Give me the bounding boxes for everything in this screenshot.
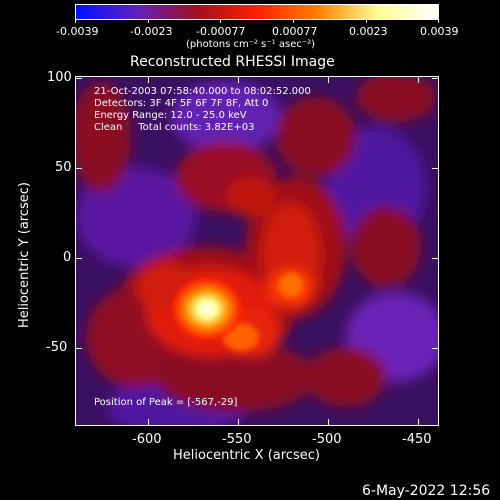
- colorbar-tick-label: 0.0039: [420, 25, 459, 38]
- colorbar-tick-label: -0.0039: [56, 25, 99, 38]
- flare-peak: [169, 275, 245, 343]
- y-tick: [432, 78, 439, 79]
- x-tick: [148, 419, 149, 426]
- colorbar-tick: [220, 19, 221, 23]
- y-tick: [75, 348, 82, 349]
- y-tick: [432, 168, 439, 169]
- info-counts: Clean Total counts: 3.82E+03: [94, 122, 255, 133]
- y-tick: [432, 348, 439, 349]
- x-tick: [148, 76, 149, 83]
- y-tick: [75, 258, 82, 259]
- colorbar-tick-label: -0.00077: [196, 25, 246, 38]
- x-tick-label: -600: [132, 432, 162, 447]
- x-tick: [418, 76, 419, 83]
- x-tick: [418, 419, 419, 426]
- colorbar-tick: [438, 19, 439, 23]
- y-tick-label: 50: [55, 160, 72, 175]
- colorbar-tick: [293, 19, 294, 23]
- x-tick: [238, 419, 239, 426]
- y-axis-label: Heliocentric Y (arcsec): [17, 182, 32, 328]
- x-tick: [328, 419, 329, 426]
- colorbar-tick-label: -0.0023: [130, 25, 173, 38]
- info-detectors: Detectors: 3F 4F 5F 6F 7F 8F, Att 0: [94, 98, 269, 109]
- plot-title: Reconstructed RHESSI Image: [130, 54, 335, 70]
- x-tick: [238, 76, 239, 83]
- y-tick: [75, 168, 82, 169]
- colorbar-unit-label: (photons cm⁻² s⁻¹ asec⁻²): [186, 39, 316, 50]
- colorbar-tick-label: 0.0023: [349, 25, 388, 38]
- x-tick-label: -500: [312, 432, 342, 447]
- colorbar-tick: [75, 19, 76, 23]
- colorbar-tick: [148, 19, 149, 23]
- x-tick: [328, 76, 329, 83]
- info-energy-range: Energy Range: 12.0 - 25.0 keV: [94, 110, 247, 121]
- y-tick: [432, 258, 439, 259]
- colorbar-tick-label: 0.00077: [272, 25, 318, 38]
- y-tick-label: 100: [47, 70, 72, 85]
- info-time-range: 21-Oct-2003 07:58:40.000 to 08:02:52.000: [94, 86, 311, 97]
- y-tick-label: -50: [46, 340, 68, 355]
- reconstructed-image: [76, 77, 438, 425]
- x-axis-label: Heliocentric X (arcsec): [173, 448, 320, 463]
- colorbar: [75, 4, 439, 20]
- timestamp: 6-May-2022 12:56: [362, 483, 491, 499]
- y-tick-label: 0: [63, 250, 72, 265]
- x-tick-label: -550: [222, 432, 252, 447]
- y-tick: [75, 78, 82, 79]
- x-tick-label: -450: [402, 432, 432, 447]
- image-plot-area: [75, 76, 439, 426]
- colorbar-tick: [366, 19, 367, 23]
- peak-position: Position of Peak = [-567,-29]: [94, 397, 238, 408]
